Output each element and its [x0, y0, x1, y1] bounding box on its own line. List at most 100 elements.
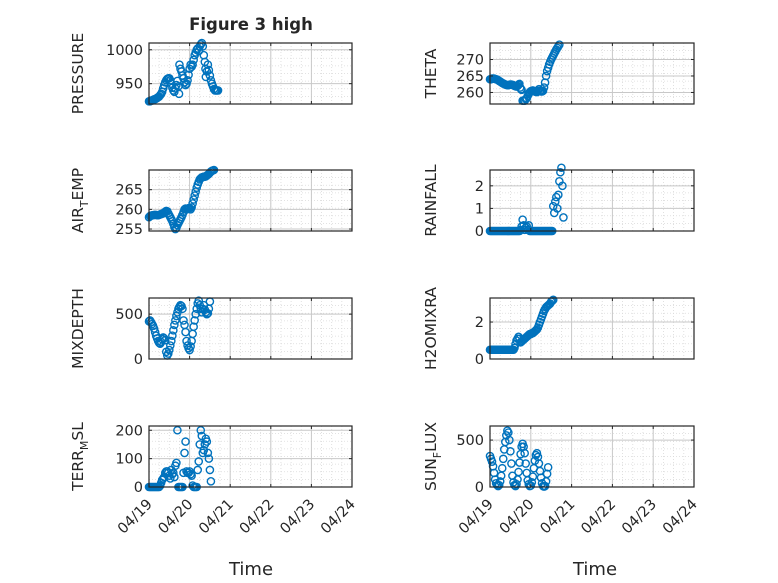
data-point [204, 454, 214, 463]
data-point [172, 80, 181, 90]
y-tick-label: 0 [475, 480, 484, 496]
data-point [164, 345, 174, 355]
data-point [528, 472, 538, 481]
data-point [203, 308, 213, 318]
axes-box [489, 297, 695, 360]
data-point [184, 70, 193, 80]
data-point [186, 469, 195, 479]
y-tick-label: 265 [115, 183, 143, 199]
y-tick-label: 260 [115, 202, 143, 218]
data-point [493, 481, 503, 491]
data-point [180, 448, 189, 458]
axes-box [148, 425, 353, 488]
data-point [174, 89, 184, 99]
y-tick-label: 260 [456, 85, 484, 101]
data-point [170, 472, 179, 482]
data-point [495, 477, 505, 486]
data-point [181, 80, 190, 90]
y-tick-label: 500 [115, 307, 143, 323]
data-point [559, 213, 568, 222]
data-point [514, 467, 523, 477]
data-point [183, 75, 192, 85]
y-axis-label: SUNFLUX [422, 422, 444, 491]
y-tick-label: 200 [115, 423, 143, 439]
data-point [543, 462, 553, 472]
data-point [194, 457, 204, 466]
data-point [557, 163, 566, 173]
y-axis-label: THETA [422, 48, 440, 99]
data-point [188, 199, 197, 208]
data-point [552, 192, 561, 202]
data-point [204, 65, 214, 75]
x-tick-label: 04/19 [456, 497, 497, 538]
data-point [187, 471, 196, 480]
data-point [202, 309, 212, 319]
data-point [517, 85, 526, 95]
data-point [193, 465, 203, 475]
x-tick-label: 04/20 [497, 497, 538, 538]
data-point [167, 336, 176, 346]
x-tick-label: 04/23 [277, 497, 318, 538]
data-point [189, 322, 198, 332]
y-tick-label: 1 [475, 201, 484, 217]
subplot-1: 950 1000 PRESSURE [69, 33, 353, 114]
data-point [510, 343, 519, 353]
data-point [172, 458, 181, 468]
y-axis-label: RAINFALL [422, 164, 440, 237]
data-point [487, 457, 497, 466]
data-point [189, 55, 198, 65]
data-point [169, 325, 178, 335]
data-point [171, 316, 180, 325]
data-point [187, 203, 196, 212]
data-point [205, 465, 215, 475]
data-point [205, 71, 215, 80]
data-point [194, 296, 204, 305]
data-point [518, 215, 527, 225]
x-tick-label: 04/22 [237, 497, 278, 538]
data-point [188, 60, 197, 69]
y-tick-label: 2 [475, 315, 484, 331]
x-tick-label: 04/21 [196, 497, 237, 538]
subplot-4: 0 1 2 RAINFALL [422, 163, 695, 240]
subplot-7: 0 100 200 TERRMSL 04/19 04/20 04/21 04/22 04/23 0… [69, 422, 359, 538]
data-point [541, 71, 551, 81]
data-point [547, 296, 557, 306]
data-point [186, 342, 195, 351]
y-axis-label: TERRMSL [69, 422, 91, 492]
x-axis-label-left: Time [228, 559, 273, 580]
data-point [168, 331, 177, 340]
data-point [505, 435, 514, 445]
data-point [554, 190, 563, 200]
data-point [527, 478, 537, 487]
data-point [506, 447, 515, 456]
data-point [181, 437, 190, 446]
x-tick-label: 04/19 [115, 497, 156, 538]
data-point [185, 345, 194, 355]
data-point [178, 304, 187, 314]
data-point [160, 335, 170, 345]
x-axis-label-right: Time [572, 559, 617, 580]
data-point [512, 479, 521, 489]
subplot-6: 0 2 H2OMIXRA [422, 287, 695, 370]
subplot-3: 255 260 265 AIRTEMP [69, 165, 353, 238]
y-tick-label: 1000 [106, 43, 143, 59]
data-point [521, 459, 531, 468]
data-point [163, 349, 173, 358]
data-point [558, 181, 567, 191]
y-tick-label: 2 [475, 179, 484, 195]
y-tick-label: 500 [456, 433, 484, 449]
y-axis-label: MIXDEPTH [69, 288, 87, 369]
axes-box [489, 169, 695, 232]
data-point [190, 316, 199, 325]
subplot-5: 0 500 MIXDEPTH [69, 288, 353, 369]
data-point [520, 448, 529, 458]
axes-box [489, 425, 695, 488]
data-point [190, 191, 199, 200]
x-tick-label: 04/22 [578, 497, 619, 538]
data-point [540, 481, 550, 491]
data-point [515, 458, 524, 467]
data-point [195, 440, 205, 449]
y-axis-label: H2OMIXRA [422, 287, 440, 370]
data-point [179, 316, 188, 325]
